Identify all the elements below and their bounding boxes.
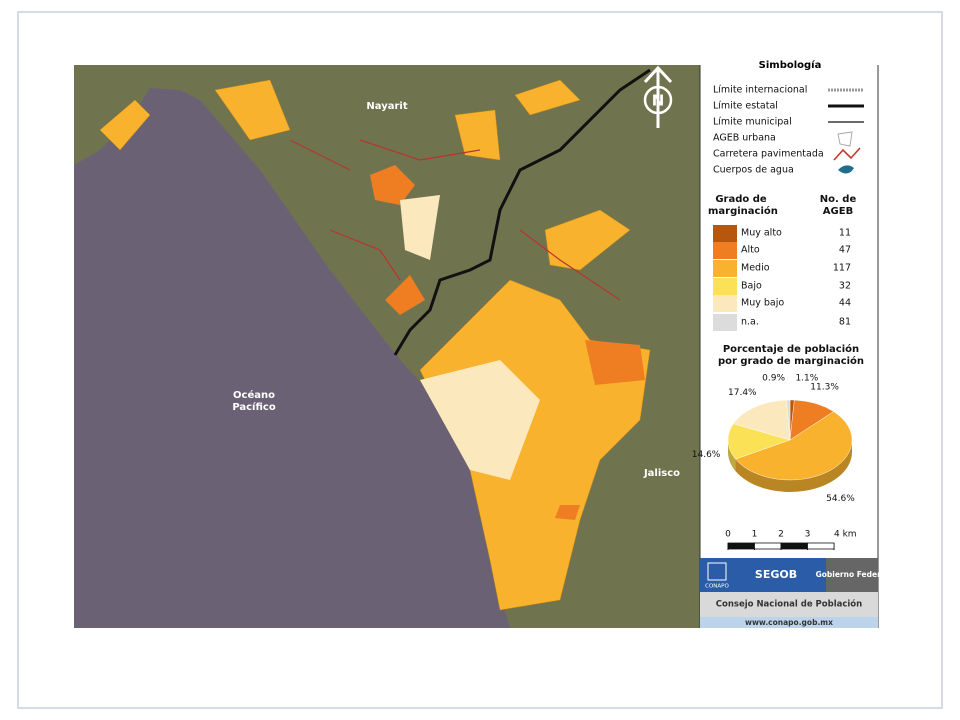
swatch: [713, 225, 737, 242]
pie-slice: [786, 399, 791, 441]
pie-title: Porcentaje de población por grado de mar…: [717, 344, 865, 367]
swatch: [713, 260, 737, 277]
logo-icon: [707, 562, 727, 581]
legend-item: Límite internacional: [713, 85, 807, 96]
row-label: n.a.: [741, 317, 759, 328]
row-label: Muy alto: [741, 228, 782, 239]
scale-label: 2: [778, 530, 784, 540]
table-header: Grado de marginación: [708, 194, 778, 217]
ocean: [74, 88, 510, 628]
scale-segment: [807, 542, 835, 550]
scale-label: 1: [752, 530, 758, 540]
row-count: 44: [839, 298, 851, 309]
pie-side: [735, 440, 852, 492]
footer-segob: SEGOB: [755, 568, 797, 581]
scale-label: 4 km: [834, 530, 857, 540]
legend-item: AGEB urbana: [713, 133, 776, 144]
scale-label: 0: [725, 530, 731, 540]
row-label: Muy bajo: [741, 298, 784, 309]
map-label: Nayarit: [366, 101, 407, 112]
high-areas: [370, 165, 645, 520]
footer-url: www.conapo.gob.mx: [745, 618, 833, 627]
pie-label: 1.1%: [795, 374, 818, 384]
row-count: 11: [839, 228, 851, 239]
row-count: 32: [839, 281, 851, 292]
pie-label: 54.6%: [826, 494, 855, 504]
scale-label: 3: [805, 530, 811, 540]
footer-logo: CONAPO: [705, 584, 729, 590]
map-label: Jalisco: [643, 468, 680, 479]
scale-segment: [727, 542, 755, 550]
legend-icons: [828, 88, 864, 174]
url-band: [700, 617, 878, 628]
swatch: [713, 278, 737, 295]
footer-institution: Consejo Nacional de Población: [716, 599, 862, 610]
pie-slice: [733, 399, 791, 441]
pie-label: 17.4%: [728, 388, 757, 398]
row-count: 81: [839, 317, 851, 328]
row-count: 47: [839, 245, 851, 256]
pie-label: 0.9%: [762, 374, 785, 384]
gobierno-band: [826, 558, 878, 592]
pie-side: [728, 440, 736, 472]
row-count: 117: [833, 263, 851, 274]
north-arrow: N: [643, 65, 673, 128]
legend-panel: [700, 65, 878, 628]
legend-item: Cuerpos de agua: [713, 165, 794, 176]
swatch: [713, 242, 737, 259]
row-label: Bajo: [741, 281, 762, 292]
table-header: No. de AGEB: [819, 194, 857, 217]
swatch: [713, 295, 737, 312]
row-label: Medio: [741, 263, 770, 274]
state-limit: [393, 68, 651, 356]
footer-gobierno: Gobierno Federal: [816, 570, 889, 579]
legend-item: Límite estatal: [713, 101, 778, 112]
scale-segment: [780, 542, 808, 550]
pie-slice: [727, 423, 791, 460]
pie-label: 11.3%: [810, 383, 839, 393]
low-areas: [400, 195, 540, 480]
pie-slice: [735, 411, 853, 481]
swatch: [713, 314, 737, 331]
row-label: Alto: [741, 245, 760, 256]
legend-item: Carretera pavimentada: [713, 149, 824, 160]
pie-label: 14.6%: [692, 450, 721, 460]
legend-item: Límite municipal: [713, 117, 792, 128]
scale-segment: [754, 542, 782, 550]
institution-band: [700, 592, 878, 617]
svg-text:N: N: [652, 92, 665, 110]
legend-title: Simbología: [759, 59, 822, 71]
roads: [289, 139, 621, 301]
ocean-label: Océano Pacífico: [232, 390, 276, 413]
